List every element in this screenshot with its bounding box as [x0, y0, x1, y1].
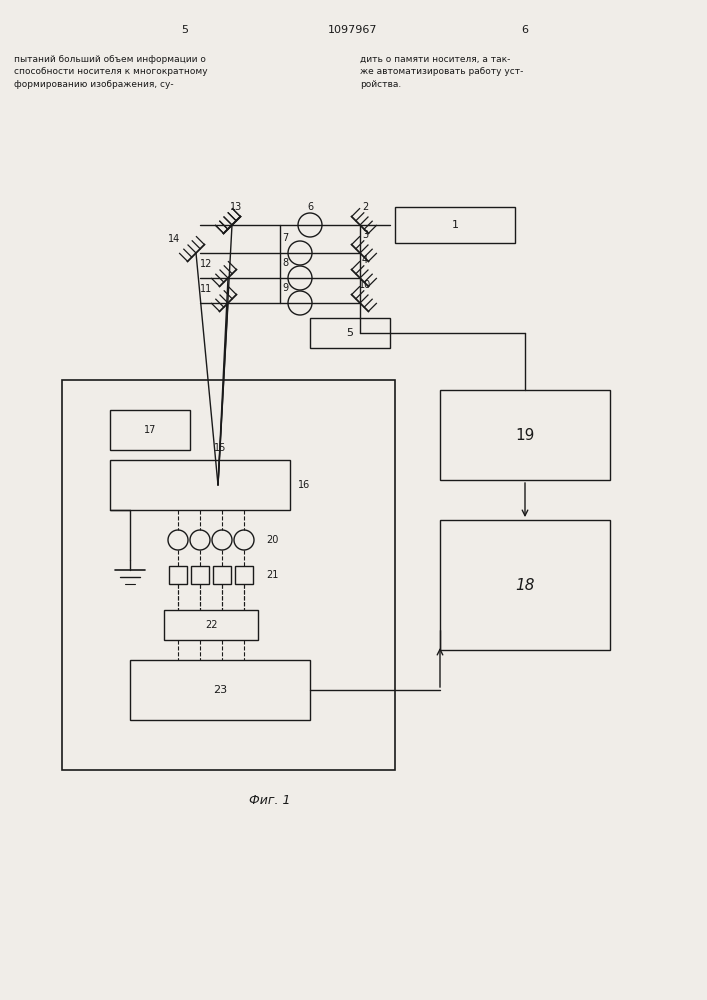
- Text: 9: 9: [282, 283, 288, 293]
- Text: 21: 21: [266, 570, 279, 580]
- Bar: [395, 207, 515, 243]
- Text: 10: 10: [359, 280, 371, 290]
- Text: 23: 23: [213, 685, 227, 695]
- Bar: [110, 410, 190, 450]
- Bar: [213, 566, 231, 584]
- Text: пытаний больший объем информации о
способности носителя к многократному
формиров: пытаний больший объем информации о спосо…: [14, 55, 208, 89]
- Text: 17: 17: [144, 425, 156, 435]
- Bar: [235, 566, 253, 584]
- Bar: [164, 610, 258, 640]
- Text: 1: 1: [452, 220, 459, 230]
- Text: 7: 7: [282, 233, 288, 243]
- Text: 13: 13: [230, 202, 242, 212]
- Text: 14: 14: [168, 234, 180, 244]
- Text: 19: 19: [515, 428, 534, 442]
- Text: 8: 8: [282, 258, 288, 268]
- Text: 22: 22: [205, 620, 217, 630]
- Text: 5: 5: [182, 25, 189, 35]
- Text: Фиг. 1: Фиг. 1: [250, 794, 291, 806]
- Bar: [440, 390, 610, 480]
- Text: 18: 18: [515, 578, 534, 592]
- Text: 5: 5: [346, 328, 354, 338]
- Bar: [191, 566, 209, 584]
- Text: 2: 2: [362, 202, 368, 212]
- Text: 3: 3: [362, 230, 368, 240]
- Text: 15: 15: [214, 443, 226, 453]
- Text: 11: 11: [200, 284, 212, 294]
- Bar: [310, 318, 390, 348]
- Text: 6: 6: [307, 202, 313, 212]
- Bar: [110, 460, 290, 510]
- Text: 6: 6: [522, 25, 529, 35]
- Bar: [62, 380, 395, 770]
- Text: 20: 20: [266, 535, 279, 545]
- Text: 4: 4: [362, 255, 368, 265]
- Bar: [440, 520, 610, 650]
- Bar: [130, 660, 310, 720]
- Text: дить о памяти носителя, а так-
же автоматизировать работу уст-
ройства.: дить о памяти носителя, а так- же автома…: [360, 55, 523, 89]
- Bar: [169, 566, 187, 584]
- Text: 12: 12: [200, 259, 212, 269]
- Text: 16: 16: [298, 480, 310, 490]
- Text: 1097967: 1097967: [328, 25, 378, 35]
